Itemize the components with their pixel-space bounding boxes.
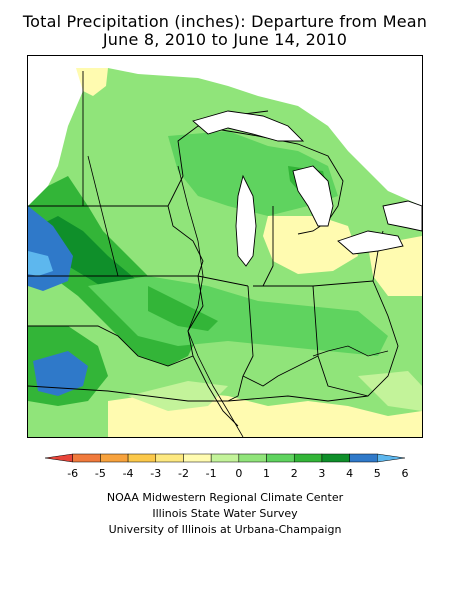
legend-tick-label: 5 [374, 467, 381, 480]
map-zone-6in-west [28, 251, 53, 276]
legend-tick-label: -2 [178, 467, 189, 480]
legend-tick-label: -4 [123, 467, 134, 480]
map-outside-region [28, 56, 422, 206]
legend-swatch [321, 453, 350, 463]
legend-swatch [349, 453, 378, 463]
map-zone-0-1in-east [368, 236, 422, 296]
legend-tick-label: 3 [318, 467, 325, 480]
credit-line-isws: Illinois State Water Survey [152, 507, 298, 520]
legend-tick-label: -5 [95, 467, 106, 480]
legend-swatch [183, 453, 212, 463]
map-zone-0-1in-michigan [263, 216, 358, 274]
legend-swatch [377, 453, 406, 463]
great-lakes [192, 110, 422, 267]
legend-swatch [238, 453, 267, 463]
rivers [87, 155, 389, 437]
legend-tick-label: -6 [67, 467, 78, 480]
legend-tick-label: 1 [263, 467, 270, 480]
legend-swatch [100, 453, 129, 463]
map-zone-3-4in-central [148, 286, 218, 331]
credit-line-noaa: NOAA Midwestern Regional Climate Center [106, 491, 344, 504]
legend-tick-label: 2 [291, 467, 298, 480]
legend-swatch [127, 453, 157, 463]
precipitation-map [27, 55, 423, 438]
legend-tick-label: 0 [235, 467, 242, 480]
legend-swatch [155, 453, 184, 463]
legend-swatch [210, 453, 240, 463]
credit-line-uiuc: University of Illinois at Urbana-Champai… [108, 523, 342, 536]
map-zone-5-6in-southwest [33, 351, 88, 396]
legend-swatch [44, 453, 73, 463]
legend-colorbar: -6 -5 -4 -3 -2 -1 0 1 2 3 4 5 6 [40, 452, 410, 486]
legend-swatch [293, 453, 323, 463]
legend-swatch [72, 453, 101, 463]
map-title: Total Precipitation (inches): Departure … [22, 12, 428, 31]
legend-tick-label: -1 [206, 467, 217, 480]
legend-tick-label: 6 [402, 467, 409, 480]
legend-swatch [266, 453, 295, 463]
map-zone-0-1in-nw [76, 68, 108, 96]
legend-tick-label: 4 [346, 467, 353, 480]
map-zone-1-2in-south [128, 381, 228, 411]
map-zone-2-3in-north [168, 131, 338, 216]
map-zone-1-2in-southeast [358, 371, 422, 411]
date-range-subtitle: June 8, 2010 to June 14, 2010 [102, 30, 348, 49]
legend-tick-label: -3 [150, 467, 161, 480]
